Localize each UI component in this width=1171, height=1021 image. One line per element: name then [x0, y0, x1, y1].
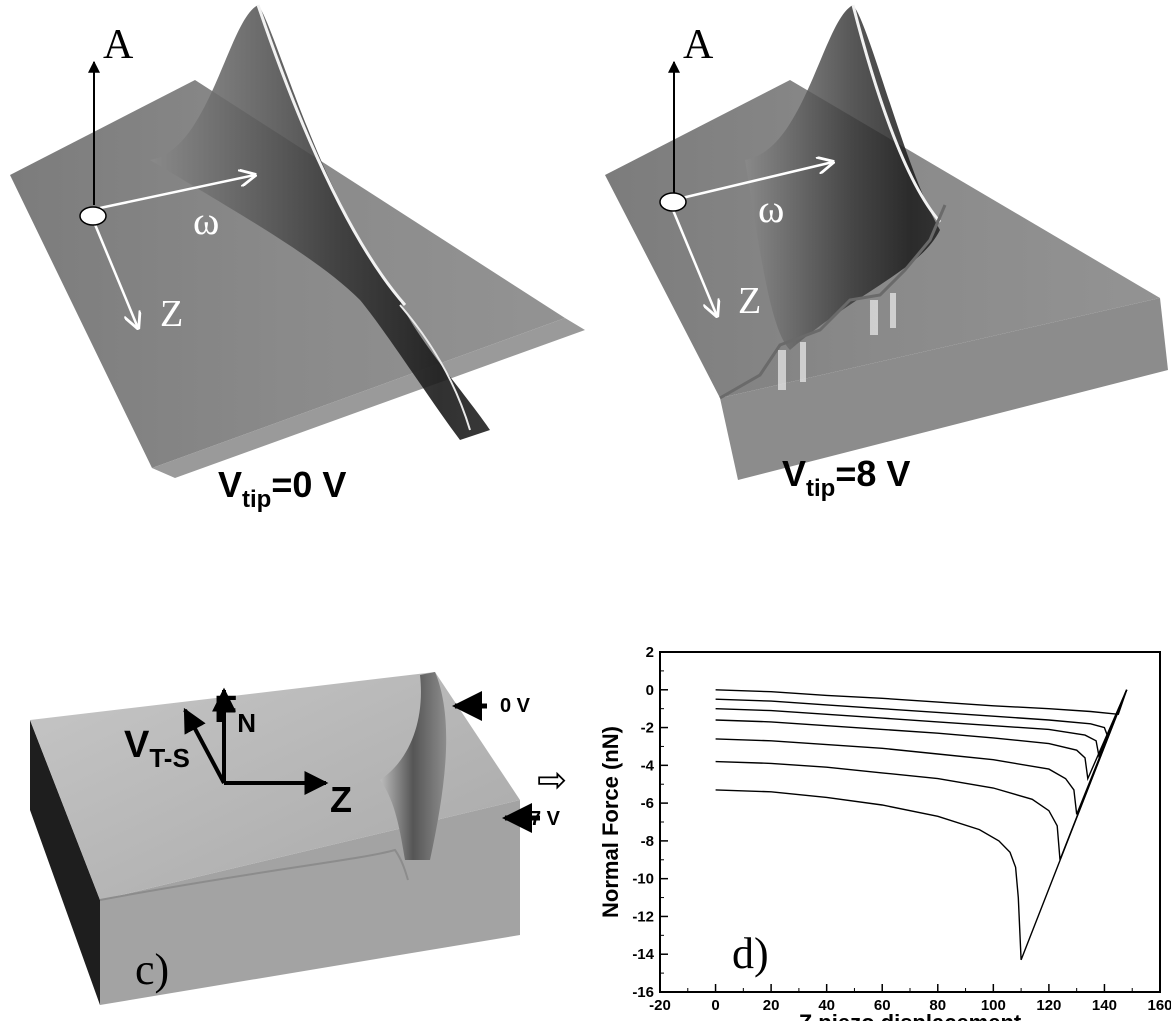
x-axis-label: Z piezo displacement [799, 1010, 1022, 1021]
series-line-7 [715, 689, 1128, 961]
y-tick-label: -10 [632, 871, 654, 888]
y-tick-label: 2 [646, 644, 654, 661]
x-tick-label: 0 [711, 997, 719, 1014]
panel-b-tag: b) [980, 98, 1017, 147]
y-tick-label: -12 [632, 908, 654, 925]
panel-c-force-label: FN [214, 689, 256, 738]
x-tick-label: 120 [1036, 997, 1061, 1014]
panel-c: FN VT-S Z c) 0 V 7 V [30, 672, 561, 1005]
panel-c-marker-bottom-label: 7 V [530, 808, 561, 830]
series-line-1 [715, 689, 1128, 716]
panel-c-marker-top-label: 0 V [500, 695, 531, 717]
x-tick-label: 160 [1147, 997, 1171, 1014]
transition-arrow: ⇨ [537, 759, 567, 800]
series-group [715, 689, 1128, 961]
panel-b-axes [659, 60, 833, 316]
y-tick-label: 0 [646, 682, 654, 699]
panel-b-surface [605, 4, 1168, 480]
panel-b: A ω Z b) Vtip=8 V [605, 4, 1168, 502]
series-line-5 [715, 689, 1128, 815]
y-tick-label: -16 [632, 984, 654, 1001]
panel-c-z-label: Z [330, 779, 352, 820]
y-tick-label: -14 [632, 946, 654, 963]
series-line-3 [715, 689, 1128, 759]
panel-a-frequency-label: ω [193, 198, 219, 243]
x-tick-label: 80 [929, 997, 946, 1014]
panel-d-chart: -20 0 20 40 60 80 100 120 140 160 20-2-4-6-8-10-1… [598, 644, 1171, 1021]
panel-a-surface [10, 4, 585, 478]
panel-b-origin-marker [659, 192, 687, 212]
x-axis: -20 0 20 40 60 80 100 120 140 160 [649, 984, 1171, 1014]
panel-d-tag: d) [732, 929, 769, 978]
panel-c-tag: c) [135, 945, 169, 994]
panel-a-caption: Vtip=0 V [218, 464, 346, 513]
y-tick-label: -2 [641, 720, 654, 737]
panel-a: A ω Z a) Vtip=0 V [10, 4, 585, 513]
panel-b-caption: Vtip=8 V [782, 453, 910, 502]
series-line-4 [715, 689, 1128, 782]
x-tick-label: 60 [874, 997, 891, 1014]
x-tick-label: 20 [763, 997, 780, 1014]
panel-b-amplitude-label: A [683, 22, 714, 68]
panel-c-marker-top: 0 V [452, 691, 531, 721]
panel-c-block [30, 672, 520, 1005]
panel-c-marker-bottom: 7 V [502, 803, 561, 833]
panel-c-axes [183, 687, 329, 795]
panel-a-tag: a) [385, 103, 419, 152]
panel-a-z-label: Z [160, 293, 183, 335]
panel-c-voltage-label: VT-S [124, 724, 190, 773]
y-tick-label: -6 [641, 795, 654, 812]
y-tick-label: -8 [641, 833, 654, 850]
panel-a-axes [79, 60, 255, 328]
panel-a-origin-marker [79, 206, 107, 226]
panel-b-z-label: Z [738, 280, 761, 322]
x-tick-label: 40 [818, 997, 835, 1014]
series-line-6 [715, 689, 1128, 861]
y-tick-label: -4 [641, 757, 655, 774]
y-axis-label: Normal Force (nN) [598, 726, 623, 918]
panel-b-frequency-label: ω [758, 186, 784, 231]
panel-a-amplitude-label: A [103, 22, 134, 68]
x-tick-label: -20 [649, 997, 671, 1014]
series-line-2 [715, 689, 1128, 737]
x-tick-label: 100 [981, 997, 1006, 1014]
x-tick-label: 140 [1092, 997, 1117, 1014]
y-axis: 2 0 -2 -4 -6 -8 -10 -12 -14 -16 [632, 644, 668, 1001]
